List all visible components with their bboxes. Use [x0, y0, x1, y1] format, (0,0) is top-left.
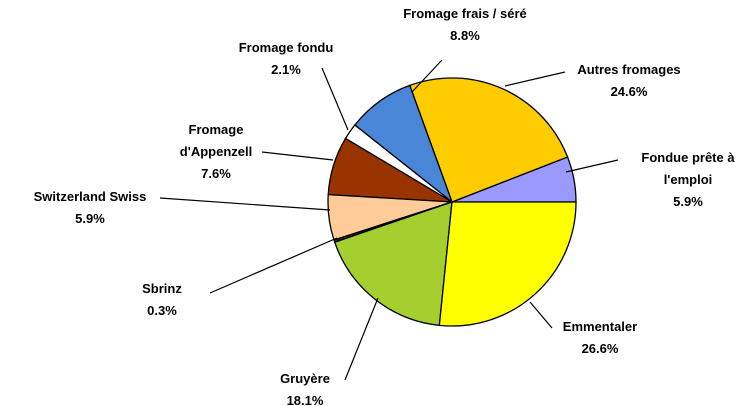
- value-label: 5.9%: [673, 194, 703, 209]
- leader-line: [344, 297, 379, 381]
- category-label: Fromage d'Appenzell: [179, 122, 253, 159]
- value-label: 24.6%: [610, 84, 648, 99]
- value-label: 0.3%: [147, 303, 177, 318]
- slice-label: Gruyère 18.1%: [265, 368, 345, 406]
- pie-slice: [408, 77, 569, 203]
- slice-label: Fondue prête à l'emploi 5.9%: [623, 147, 751, 213]
- leader-line: [209, 237, 338, 294]
- category-label: Switzerland Swiss: [33, 189, 147, 204]
- slice-label: Autres fromages 24.6%: [554, 59, 704, 103]
- category-label: Fondue prête à l'emploi: [641, 150, 735, 187]
- value-label: 2.1%: [271, 62, 301, 77]
- category-label: Emmentaler: [562, 319, 638, 334]
- pie-slice: [438, 201, 577, 327]
- value-label: 5.9%: [75, 211, 105, 226]
- value-label: 18.1%: [286, 393, 324, 406]
- slice-label: Fromage d'Appenzell 7.6%: [161, 119, 271, 185]
- category-label: Sbrinz: [142, 281, 182, 296]
- leader-line: [261, 151, 334, 161]
- category-label: Fromage fondu: [238, 40, 334, 55]
- slice-label: Emmentaler 26.6%: [545, 316, 655, 360]
- category-label: Autres fromages: [577, 62, 681, 77]
- slice-label: Fromage fondu 2.1%: [221, 37, 351, 81]
- value-label: 26.6%: [581, 341, 619, 356]
- slice-label: Sbrinz 0.3%: [122, 278, 202, 322]
- leader-line: [529, 301, 553, 329]
- leader-line: [159, 197, 331, 211]
- leader-line: [504, 71, 566, 87]
- leader-line: [321, 67, 349, 131]
- slice-label: Switzerland Swiss 5.9%: [10, 186, 170, 230]
- category-label: Gruyère: [280, 371, 330, 386]
- value-label: 7.6%: [201, 166, 231, 181]
- leader-line: [411, 59, 443, 93]
- value-label: 8.8%: [450, 28, 480, 43]
- slice-label: Fromage frais / séré 8.8%: [395, 3, 535, 47]
- pie-slice: [333, 201, 453, 327]
- leader-line: [565, 159, 619, 173]
- category-label: Fromage frais / séré: [403, 6, 527, 21]
